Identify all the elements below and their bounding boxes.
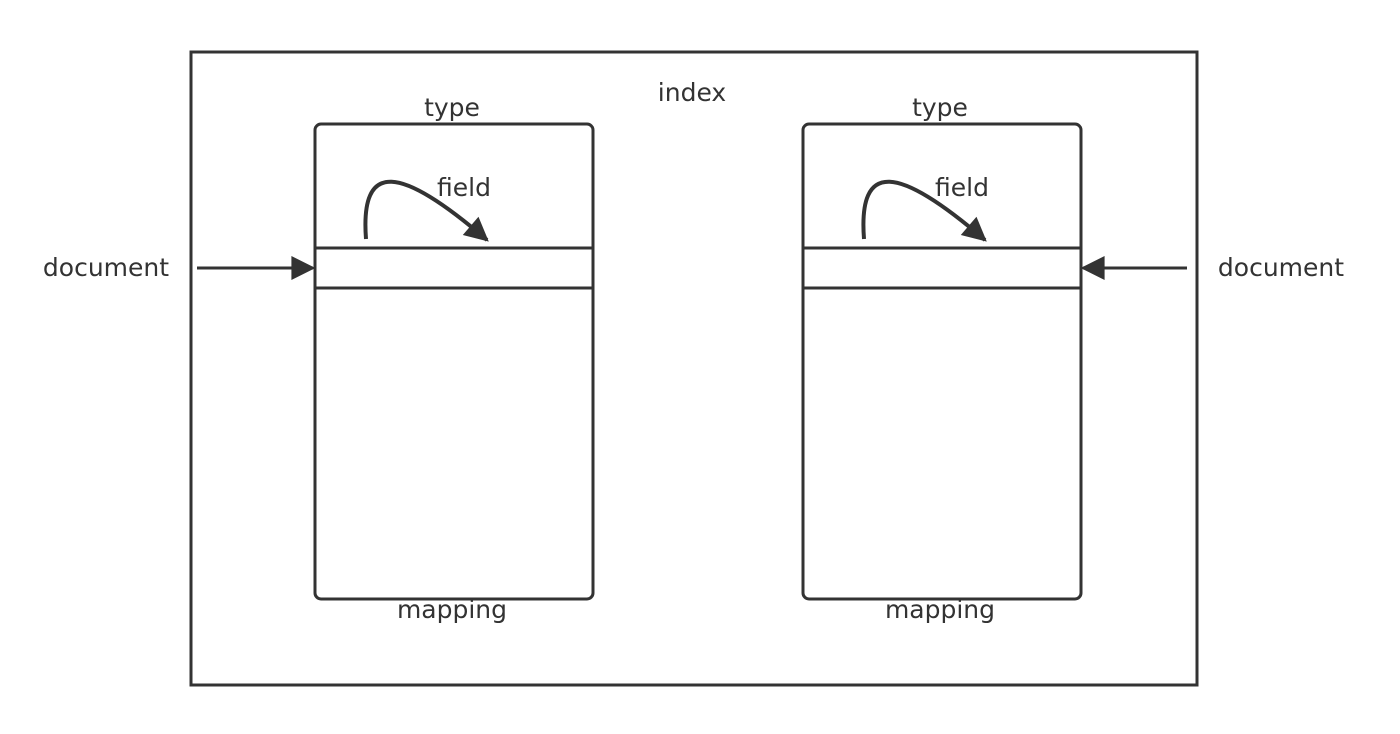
left-type-box	[313, 122, 595, 601]
right-field-arrow	[861, 179, 987, 242]
index-label: index	[658, 78, 726, 107]
left-field-label: field	[437, 173, 491, 202]
left-type-label: type	[424, 93, 480, 122]
right-mapping-label: mapping	[885, 595, 995, 624]
right-field-label: field	[935, 173, 989, 202]
left-document-row	[313, 246, 595, 290]
left-type-group: type field mapping	[313, 93, 595, 624]
right-document-label: document	[1218, 253, 1344, 282]
index-box	[189, 50, 1199, 687]
left-mapping-label: mapping	[397, 595, 507, 624]
right-document-row	[801, 246, 1083, 290]
left-document-label: document	[43, 253, 169, 282]
right-type-group: type field mapping	[801, 93, 1083, 624]
left-field-arrow	[363, 179, 489, 242]
right-type-label: type	[912, 93, 968, 122]
right-type-box	[801, 122, 1083, 601]
